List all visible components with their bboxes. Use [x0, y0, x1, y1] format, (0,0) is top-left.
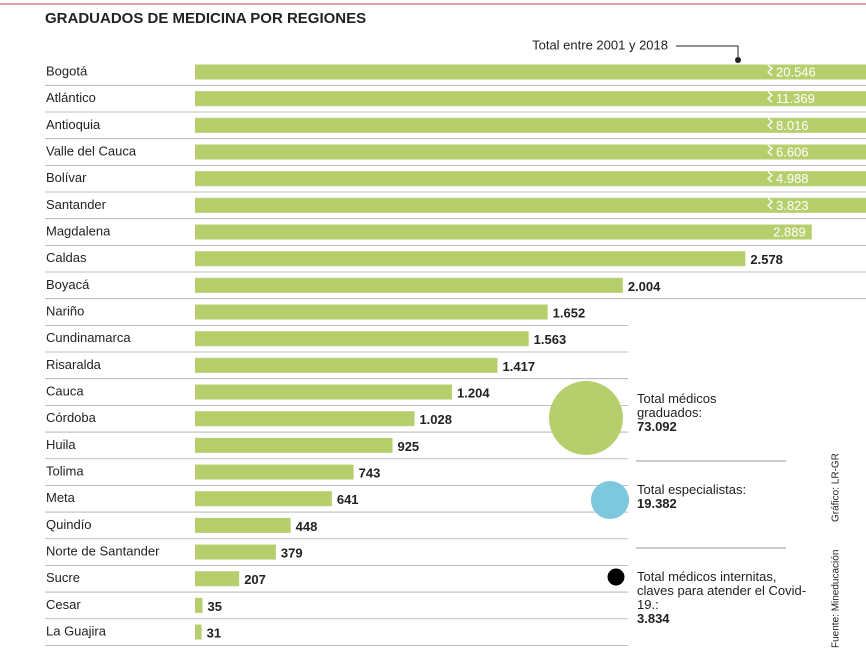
bar [195, 64, 866, 80]
category-label: Norte de Santander [46, 543, 160, 558]
total-value: 19.382 [637, 496, 677, 511]
category-label: Risaralda [46, 357, 102, 372]
bar [195, 251, 746, 267]
break-mark [767, 171, 773, 183]
category-label: Bolívar [46, 170, 87, 185]
value-label: 2.578 [750, 252, 783, 267]
category-label: Córdoba [46, 410, 97, 425]
category-label: Cauca [46, 383, 84, 398]
total-value: 73.092 [637, 419, 677, 434]
value-label: 743 [359, 465, 381, 480]
bar [195, 491, 332, 507]
total-bubble [607, 568, 625, 586]
break-mark [767, 91, 773, 103]
value-label: 6.606 [776, 144, 809, 159]
total-bubble [549, 381, 623, 455]
category-label: Meta [46, 490, 76, 505]
bar [195, 331, 529, 347]
category-label: Valle del Cauca [46, 143, 137, 158]
bar [195, 411, 415, 427]
break-mark [767, 64, 773, 76]
category-label: Bogotá [46, 63, 88, 78]
total-value: 3.834 [637, 611, 670, 626]
bar [195, 544, 276, 560]
total-label: Total médicos internitas, claves para at… [637, 569, 807, 612]
category-label: Magdalena [46, 223, 111, 238]
value-label: 2.889 [773, 224, 806, 239]
bar [195, 624, 202, 640]
total-text: Total médicos graduados: 73.092 [637, 392, 747, 434]
value-label: 1.204 [457, 385, 490, 400]
annotation-line [676, 45, 739, 58]
category-label: Antioquia [46, 117, 101, 132]
category-label: Sucre [46, 570, 80, 585]
total-bubble [590, 480, 630, 520]
break-mark [767, 197, 773, 210]
total-text: Total especialistas: 19.382 [637, 483, 747, 511]
bar [195, 224, 812, 240]
value-label: 1.028 [419, 412, 452, 427]
value-label: 1.563 [534, 332, 567, 347]
total-label: Total especialistas: [637, 482, 747, 497]
source: Fuente: Mineducación [831, 550, 842, 648]
bar [195, 197, 866, 213]
value-label: 1.417 [503, 359, 536, 374]
category-label: Huila [46, 437, 76, 452]
bar [195, 117, 866, 133]
break-mark [767, 144, 773, 156]
value-label: 11.369 [776, 91, 815, 106]
bar [195, 464, 354, 480]
value-label: 35 [207, 599, 221, 614]
category-label: Nariño [46, 303, 84, 318]
value-label: 3.823 [776, 198, 809, 213]
bar [195, 144, 866, 160]
category-label: Cundinamarca [46, 330, 131, 345]
bar [195, 437, 393, 453]
value-label: 207 [244, 572, 266, 587]
category-label: La Guajira [46, 624, 107, 639]
category-label: Atlántico [46, 90, 96, 105]
bar [195, 597, 203, 613]
value-label: 4.988 [776, 171, 809, 186]
category-label: Boyacá [46, 277, 90, 292]
chart-title: GRADUADOS DE MEDICINA POR REGIONES [45, 10, 366, 27]
bar [195, 304, 548, 320]
value-label: 1.652 [553, 305, 586, 320]
bar [195, 91, 866, 107]
bar [195, 384, 453, 400]
category-label: Santander [46, 197, 107, 212]
value-label: 641 [337, 492, 359, 507]
break-mark [767, 117, 773, 130]
category-label: Caldas [46, 250, 87, 265]
value-label: 448 [296, 519, 318, 534]
bar [195, 571, 240, 587]
value-label: 20.546 [776, 64, 816, 79]
annotation: Total entre 2001 y 2018 [532, 37, 668, 52]
total-text: Total médicos internitas, claves para at… [637, 570, 812, 626]
total-label: Total médicos graduados: [637, 391, 717, 420]
annotation-dot [735, 57, 741, 63]
bar [195, 517, 291, 533]
value-label: 2.004 [628, 279, 661, 294]
category-label: Quindío [46, 517, 92, 532]
bar [195, 171, 866, 187]
credit: Gráfico: LR-GR [831, 453, 842, 522]
category-label: Cesar [46, 597, 81, 612]
value-label: 379 [281, 545, 303, 560]
value-label: 8.016 [776, 118, 809, 133]
value-label: 31 [207, 626, 221, 641]
bar [195, 277, 623, 293]
category-label: Tolima [46, 463, 84, 478]
bar [195, 357, 498, 373]
value-label: 925 [397, 439, 419, 454]
